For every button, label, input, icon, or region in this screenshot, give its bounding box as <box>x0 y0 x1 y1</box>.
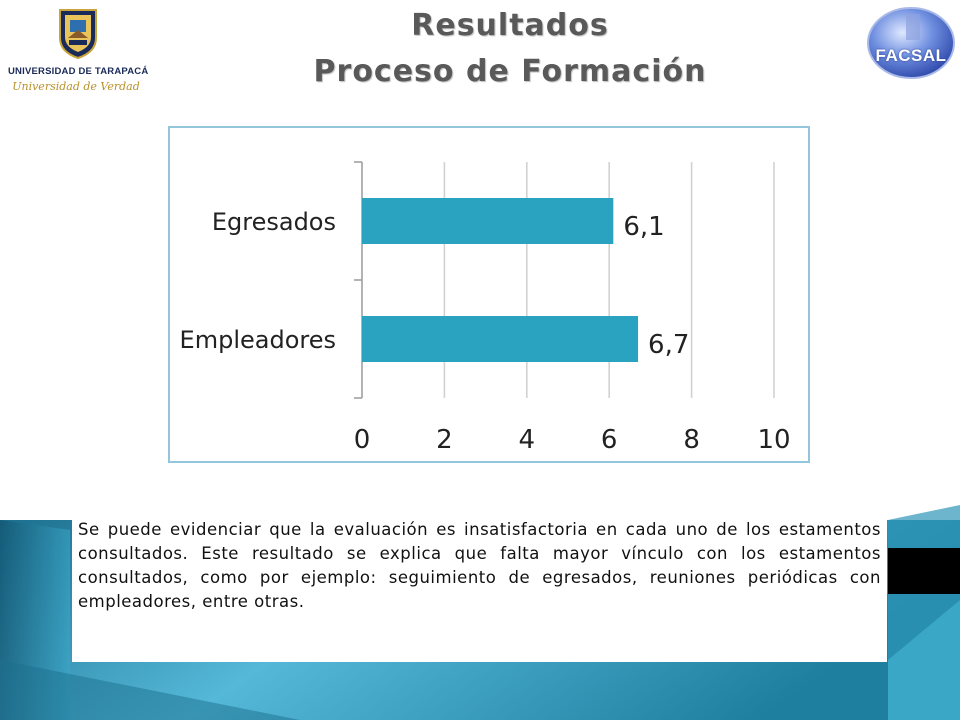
bar-chart: Egresados 6,1 Empleadores 6,7 0 2 4 6 8 10 <box>180 161 791 455</box>
chart-container: Egresados 6,1 Empleadores 6,7 0 2 4 6 8 10 <box>168 126 810 463</box>
description-text: Se puede evidenciar que la evaluación es… <box>78 520 881 611</box>
x-tick-label-5: 10 <box>757 425 790 455</box>
description-box: Se puede evidenciar que la evaluación es… <box>72 514 887 662</box>
university-name: UNIVERSIDAD DE TARAPACÁ <box>8 66 149 77</box>
data-label-egresados: 6,1 <box>623 212 664 242</box>
x-tick-label-0: 0 <box>354 425 371 455</box>
x-tick-label-1: 2 <box>436 425 453 455</box>
university-logo: UNIVERSIDAD DE TARAPACÁ Universidad de V… <box>8 6 149 102</box>
university-motto: Universidad de Verdad <box>12 80 140 93</box>
slide-title: Resultados <box>411 8 609 43</box>
slide-subtitle: Proceso de Formación <box>313 54 707 89</box>
faculty-logo-text: FACSAL <box>875 46 947 65</box>
x-tick-label-4: 8 <box>683 425 700 455</box>
university-shield-icon <box>59 9 97 60</box>
bar-empleadores <box>362 316 639 362</box>
x-tick-label-3: 6 <box>601 425 618 455</box>
faculty-logo: FACSAL <box>866 6 956 80</box>
faculty-badge-icon <box>867 7 955 79</box>
category-label-empleadores: Empleadores <box>180 326 336 354</box>
x-tick-label-2: 4 <box>519 425 536 455</box>
bar-egresados <box>362 198 614 244</box>
category-label-egresados: Egresados <box>212 208 336 236</box>
data-label-empleadores: 6,7 <box>648 330 689 360</box>
